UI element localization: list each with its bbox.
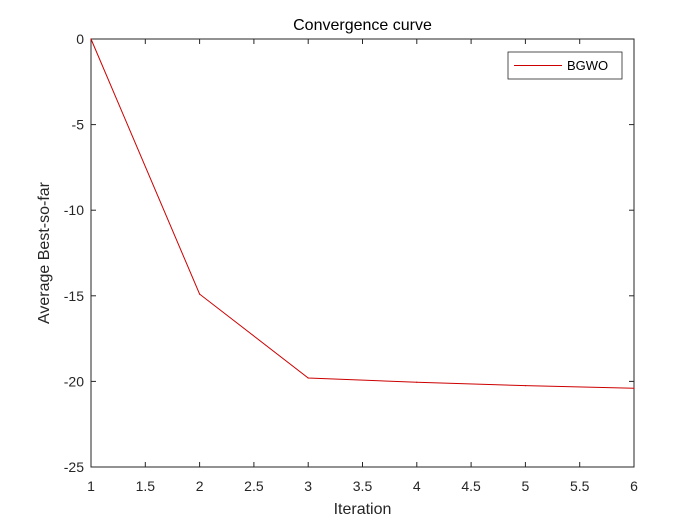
legend-label-bgwo: BGWO xyxy=(567,58,608,73)
data-point xyxy=(199,293,201,295)
data-point xyxy=(633,387,635,389)
x-axis-title: Iteration xyxy=(334,501,392,518)
plot-area xyxy=(90,38,635,468)
y-tick-label: -10 xyxy=(64,202,84,218)
data-point xyxy=(307,377,309,379)
series-layer xyxy=(90,38,635,389)
x-tick-label: 6 xyxy=(630,478,638,494)
x-tick-label: 2.5 xyxy=(244,478,264,494)
data-point xyxy=(416,381,418,383)
y-tick-label: -25 xyxy=(64,459,84,475)
y-tick-label: -15 xyxy=(64,288,84,304)
y-tick-label: -20 xyxy=(64,373,84,389)
x-tick-label: 5.5 xyxy=(570,478,590,494)
legend: BGWO xyxy=(507,51,623,80)
x-tick-label: 1 xyxy=(87,478,95,494)
x-tick-label: 1.5 xyxy=(136,478,156,494)
chart-title: Convergence curve xyxy=(293,17,432,34)
y-axis-title: Average Best-so-far xyxy=(36,181,53,324)
y-tick-label: -5 xyxy=(72,117,85,133)
data-point xyxy=(90,38,92,40)
x-tick-label: 3.5 xyxy=(353,478,373,494)
y-axis: 0 -5 -10 -15 -20 -25 xyxy=(64,31,634,475)
x-tick-label: 5 xyxy=(522,478,530,494)
y-tick-label: 0 xyxy=(76,31,84,47)
x-tick-label: 2 xyxy=(196,478,204,494)
x-tick-label: 4 xyxy=(413,478,421,494)
x-tick-label: 4.5 xyxy=(461,478,481,494)
x-tick-label: 3 xyxy=(304,478,312,494)
x-axis: 1 1.5 2 2.5 3 3.5 4 4.5 5 5.5 6 xyxy=(87,39,638,494)
series-line-bgwo xyxy=(90,38,635,389)
data-point xyxy=(524,385,527,387)
